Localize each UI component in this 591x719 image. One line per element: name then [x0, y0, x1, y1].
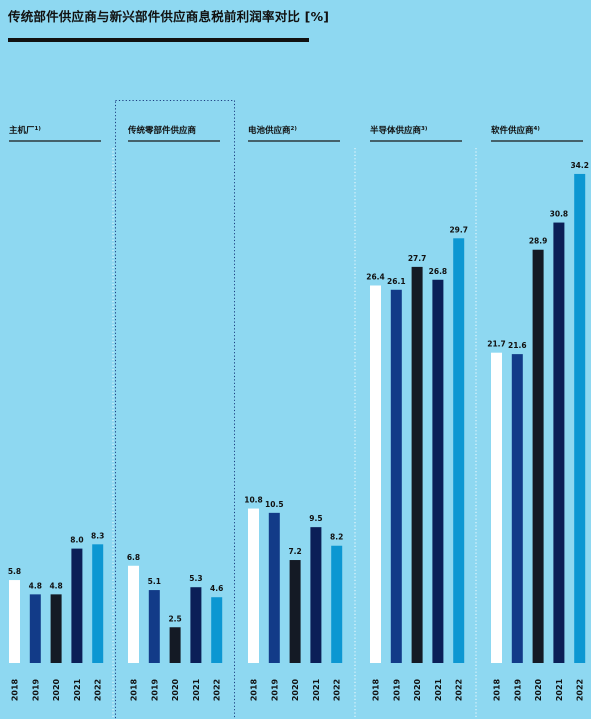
bar	[268, 512, 280, 663]
bar	[248, 508, 259, 663]
bar	[9, 580, 20, 663]
bar	[169, 627, 181, 663]
bar-value-label: 5.1	[148, 577, 161, 586]
x-tick-label: 2020	[291, 678, 300, 701]
bar-value-label: 4.8	[29, 581, 42, 590]
x-tick-label: 2019	[270, 678, 279, 701]
bar-value-label: 21.7	[487, 340, 506, 349]
x-tick-label: 2021	[312, 678, 321, 701]
bar	[511, 354, 523, 663]
bar	[310, 527, 322, 663]
bar	[71, 548, 83, 663]
page-title: 传统部件供应商与新兴部件供应商息税前利润率对比 [%]	[8, 9, 330, 24]
x-tick-label: 2018	[11, 678, 20, 701]
x-tick-label: 2020	[413, 678, 422, 701]
group-footnote: 4)	[534, 126, 541, 132]
x-tick-label: 2022	[213, 679, 222, 701]
x-tick-label: 2019	[513, 678, 522, 701]
x-tick-label: 2019	[31, 678, 40, 701]
bar-value-label: 30.8	[550, 210, 569, 219]
bar-value-label: 8.0	[70, 536, 83, 545]
x-tick-label: 2021	[73, 678, 82, 701]
bar-value-label: 7.2	[288, 547, 301, 556]
bar-value-label: 26.8	[429, 267, 448, 276]
bar-value-label: 26.1	[387, 277, 406, 286]
bar-value-label: 34.2	[570, 161, 589, 170]
bar	[331, 545, 343, 663]
x-tick-label: 2022	[455, 679, 464, 701]
group-label: 半导体供应商3)	[370, 125, 428, 136]
bar	[491, 352, 502, 663]
bar-value-label: 27.7	[408, 254, 427, 263]
bar	[370, 285, 381, 663]
bar-value-label: 5.8	[8, 567, 21, 576]
bar-value-label: 21.6	[508, 341, 527, 350]
bar	[50, 594, 62, 663]
group-footnote: 3)	[421, 126, 428, 132]
x-tick-label: 2022	[333, 679, 342, 701]
bar	[432, 279, 444, 663]
bar	[29, 594, 41, 663]
group-footnote: 2)	[291, 126, 298, 132]
bar	[390, 289, 402, 663]
title-rule	[8, 38, 309, 42]
bar	[411, 266, 423, 663]
x-tick-label: 2020	[171, 678, 180, 701]
x-tick-label: 2018	[130, 678, 139, 701]
bar-value-label: 5.3	[189, 574, 202, 583]
bar-value-label: 2.5	[168, 614, 181, 623]
x-tick-label: 2022	[94, 679, 103, 701]
bar-value-label: 9.5	[309, 514, 322, 523]
bar	[574, 173, 586, 663]
bar-value-label: 6.8	[127, 553, 140, 562]
bar	[532, 249, 544, 664]
x-tick-label: 2021	[555, 678, 564, 701]
bar-value-label: 10.5	[265, 500, 284, 509]
bar-value-label: 8.2	[330, 533, 343, 542]
bar-value-label: 4.8	[49, 581, 62, 590]
x-tick-label: 2018	[250, 678, 259, 701]
group-label: 传统零部件供应商	[127, 125, 197, 136]
bar	[553, 222, 565, 663]
x-tick-label: 2021	[192, 678, 201, 701]
bar	[92, 544, 104, 663]
group-footnote: 1)	[35, 126, 42, 132]
bar	[128, 565, 139, 663]
x-tick-label: 2019	[150, 678, 159, 701]
x-tick-label: 2018	[372, 678, 381, 701]
x-tick-label: 2022	[576, 679, 585, 701]
x-tick-label: 2020	[52, 678, 61, 701]
x-tick-label: 2021	[434, 678, 443, 701]
bar-value-label: 26.4	[366, 272, 385, 281]
bar-value-label: 8.3	[91, 531, 104, 540]
bar-value-label: 29.7	[449, 225, 468, 234]
group-label: 软件供应商4)	[491, 125, 540, 136]
x-tick-label: 2019	[392, 678, 401, 701]
group-label: 主机厂1)	[9, 125, 41, 136]
bar	[190, 587, 202, 663]
bar	[453, 238, 465, 664]
bar	[211, 597, 223, 663]
x-tick-label: 2018	[493, 678, 502, 701]
bar-value-label: 10.8	[244, 496, 263, 505]
bar-value-label: 4.6	[210, 584, 223, 593]
bar	[289, 560, 301, 663]
group-label: 电池供应商2)	[248, 125, 297, 136]
bar-value-label: 28.9	[529, 237, 548, 246]
x-tick-label: 2020	[534, 678, 543, 701]
bar	[148, 590, 160, 663]
